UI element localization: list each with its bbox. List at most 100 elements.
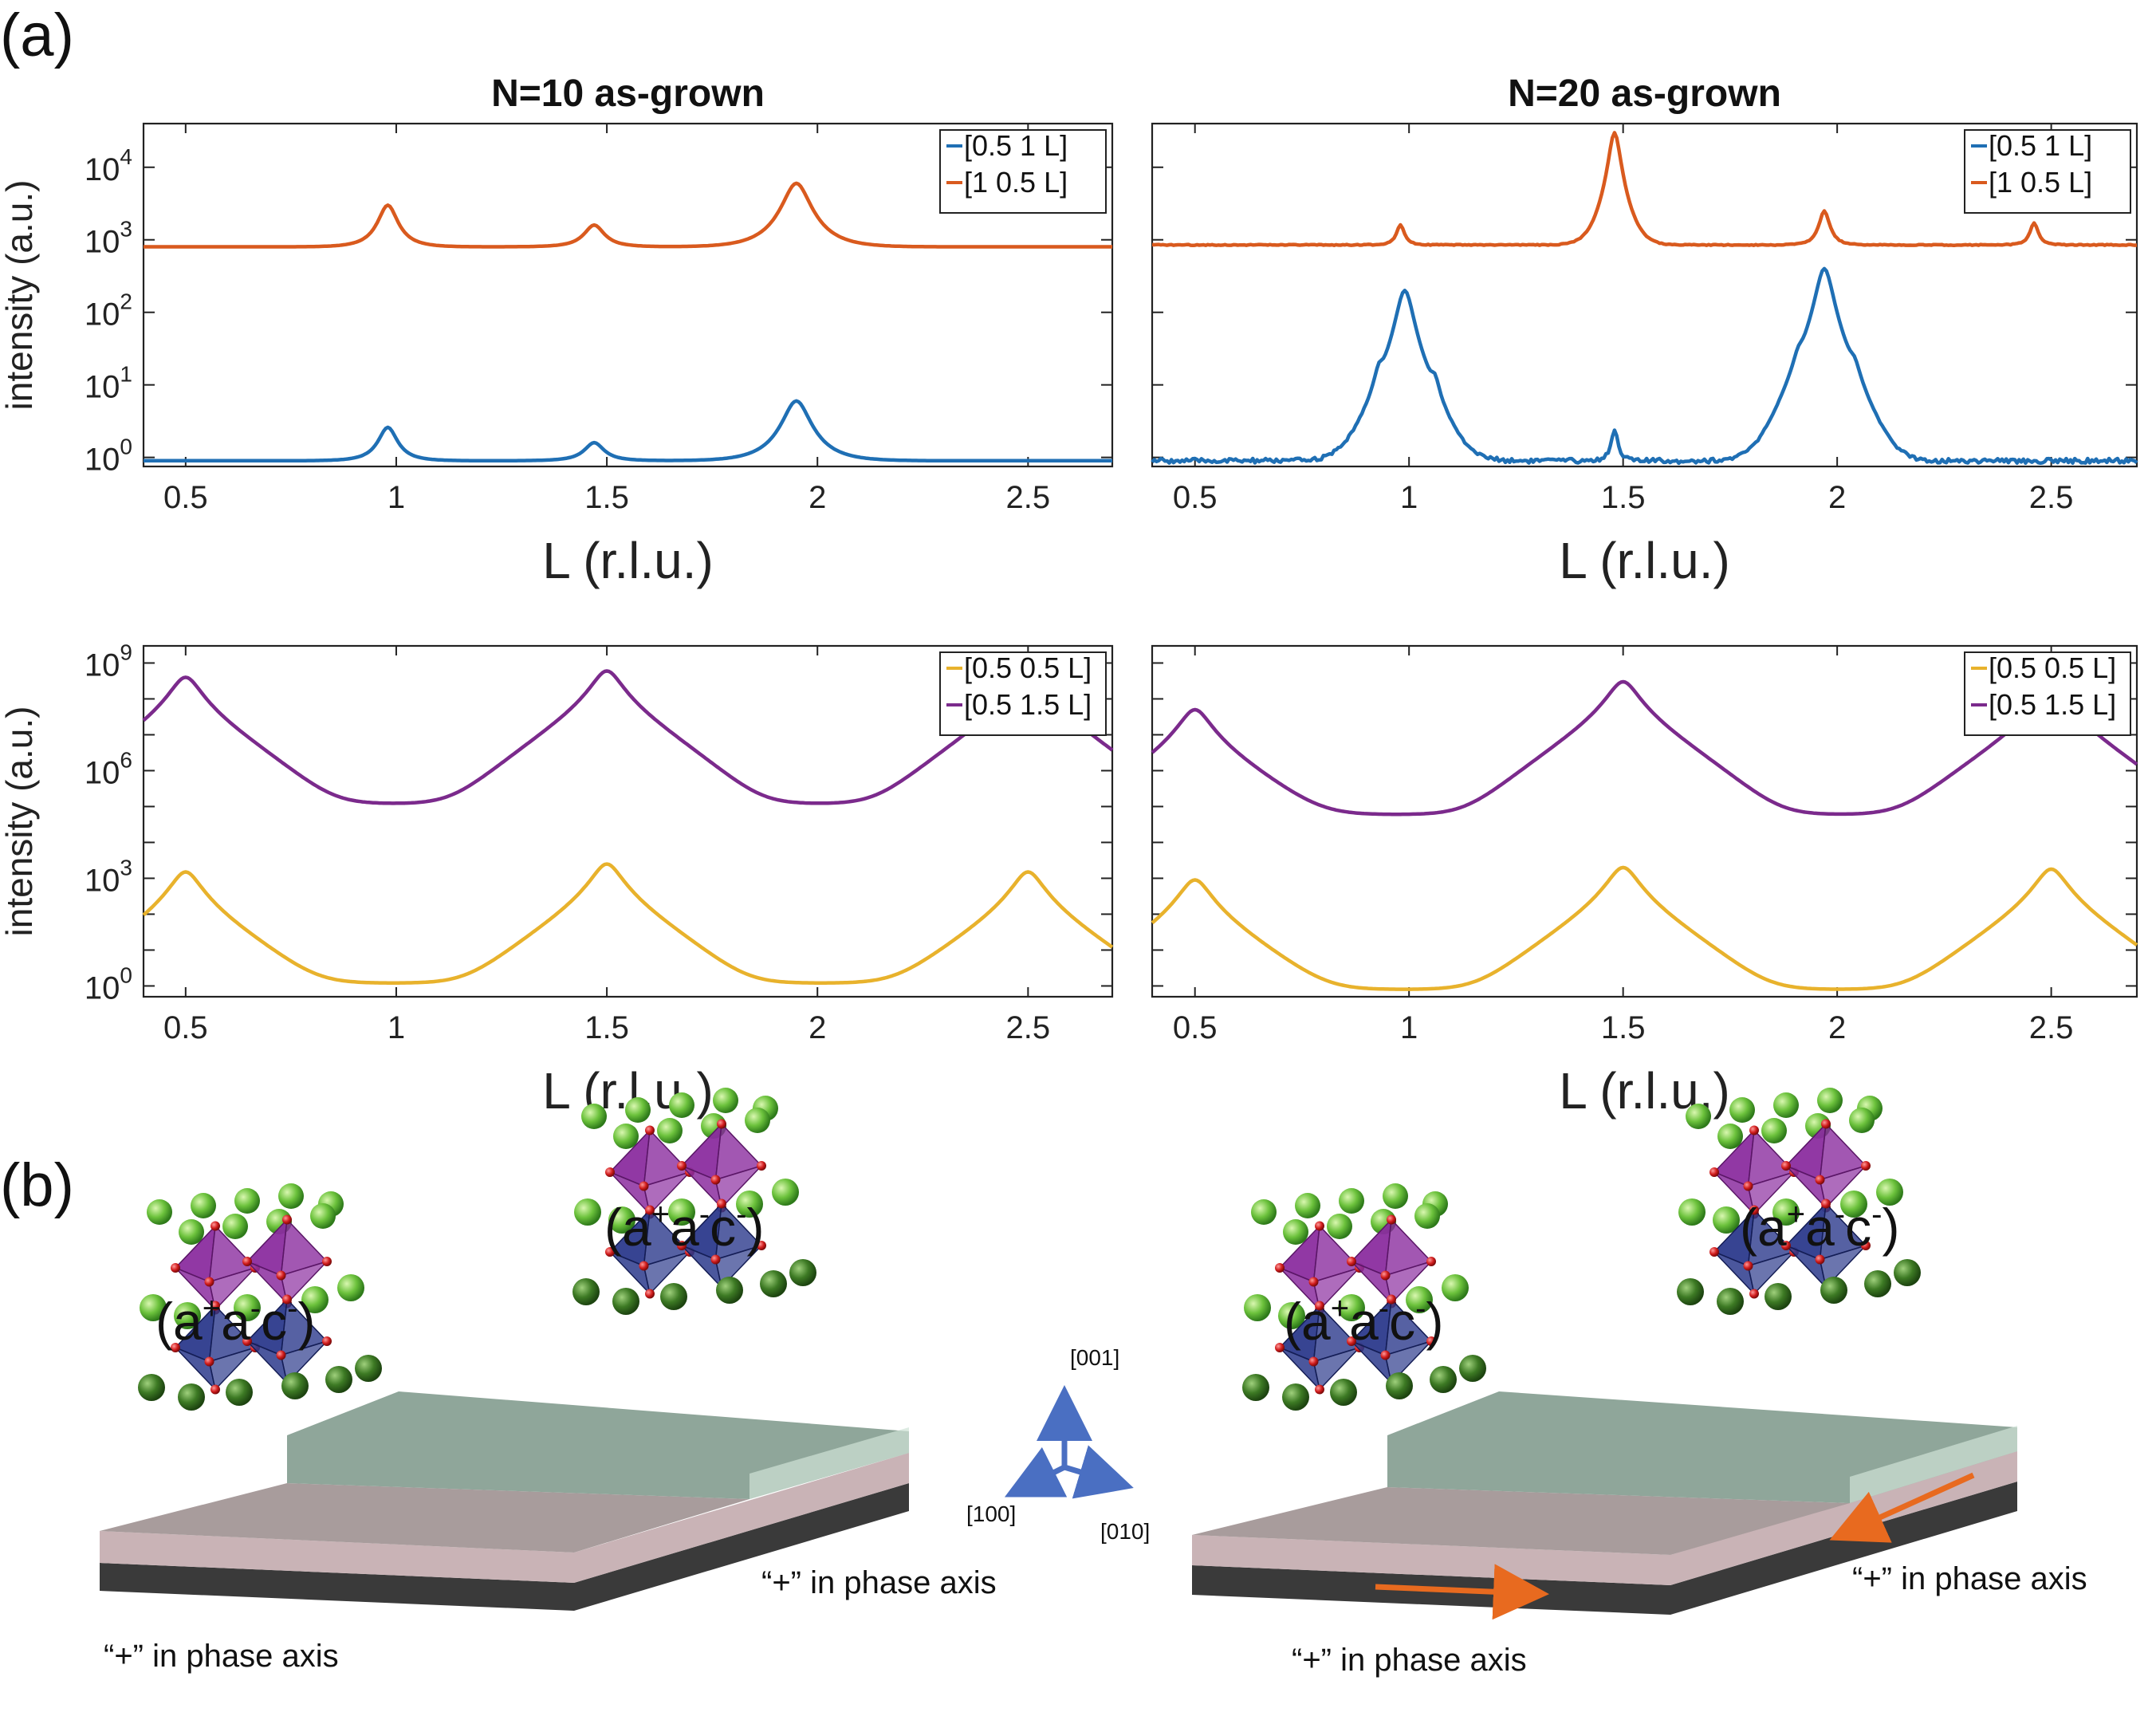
a-site-atom bbox=[772, 1179, 799, 1206]
x-tick-label: 1.5 bbox=[1601, 480, 1646, 515]
a-site-atom bbox=[1295, 1193, 1320, 1218]
octahedron-face bbox=[208, 1266, 258, 1312]
oxygen-atom bbox=[242, 1257, 252, 1266]
oxygen-atom bbox=[757, 1241, 766, 1250]
legend-label: [0.5 1 L] bbox=[1989, 129, 2092, 162]
a-site-atom bbox=[1338, 1294, 1365, 1321]
oxygen-atom bbox=[1347, 1336, 1356, 1346]
oxygen-atom bbox=[1380, 1270, 1391, 1281]
a-site-atom bbox=[660, 1283, 687, 1310]
legend-label: [1 0.5 L] bbox=[1989, 166, 2092, 199]
axis-010-label: [010] bbox=[1100, 1519, 1150, 1544]
a-site-atom bbox=[1327, 1214, 1352, 1239]
oxygen-atom bbox=[1743, 1181, 1753, 1191]
caption-right-front: “+” in phase axis bbox=[1292, 1643, 1527, 1678]
a-site-atom bbox=[1283, 1219, 1308, 1245]
legend-label: [0.5 0.5 L] bbox=[964, 651, 1092, 684]
oxygen-atom bbox=[1743, 1261, 1753, 1271]
oxygen-atom bbox=[204, 1356, 214, 1367]
x-tick-label: 2 bbox=[1828, 480, 1846, 515]
oxygen-atom bbox=[710, 1254, 721, 1265]
series-line bbox=[142, 669, 1114, 805]
oxygen-atom bbox=[1275, 1343, 1285, 1352]
octahedron-face bbox=[1312, 1346, 1362, 1391]
glazer-notation: (a+a-c-) bbox=[1284, 1291, 1443, 1351]
perovskite-cluster-right-front bbox=[1242, 1183, 1486, 1411]
slab-left-pink-domain bbox=[100, 1483, 749, 1553]
x-tick-label: 1.5 bbox=[584, 480, 629, 515]
a-site-atom bbox=[625, 1097, 651, 1123]
oxygen-atom bbox=[1380, 1350, 1391, 1360]
oxygen-atom bbox=[757, 1161, 766, 1171]
a-site-atom bbox=[1894, 1259, 1921, 1286]
a-site-atom bbox=[574, 1198, 601, 1226]
a-site-atom bbox=[789, 1259, 816, 1286]
y-tick-label: 103 bbox=[85, 217, 132, 260]
oxygen-atom bbox=[717, 1198, 726, 1209]
caption-right-back: “+” in phase axis bbox=[1852, 1561, 2087, 1596]
crystal-axes: [001] [100] [010] bbox=[966, 1345, 1150, 1544]
a-site-atom bbox=[337, 1274, 364, 1301]
plot-frame bbox=[1151, 644, 2138, 998]
oxygen-atom bbox=[322, 1336, 332, 1346]
glazer-notation: (a+a-c-) bbox=[604, 1197, 764, 1257]
a-site-atom bbox=[1761, 1118, 1787, 1143]
oxygen-atom bbox=[282, 1294, 292, 1305]
x-tick-label: 2.5 bbox=[1006, 1010, 1051, 1045]
a-site-atom bbox=[1330, 1379, 1357, 1406]
a-site-atom bbox=[1459, 1355, 1486, 1382]
x-tick-label: 2.5 bbox=[2029, 1010, 2074, 1045]
slab-left bbox=[100, 1391, 909, 1611]
oxygen-atom bbox=[605, 1247, 615, 1257]
oxygen-atom bbox=[1815, 1175, 1825, 1185]
oxygen-atom bbox=[645, 1125, 655, 1135]
oxygen-atom bbox=[1308, 1277, 1319, 1287]
glazer-notation: (a+a-c-) bbox=[155, 1291, 315, 1351]
a-site-atom bbox=[1278, 1302, 1305, 1329]
a-site-atom bbox=[669, 1092, 694, 1118]
a-site-atom bbox=[1717, 1288, 1744, 1315]
oxygen-atom bbox=[1709, 1247, 1719, 1257]
a-site-atom bbox=[1442, 1274, 1469, 1301]
in-phase-arrow-front bbox=[1375, 1564, 1549, 1620]
x-tick-label: 0.5 bbox=[1173, 1010, 1218, 1045]
oxygen-atom bbox=[639, 1181, 649, 1191]
glazer-notation: (a+a-c-) bbox=[1740, 1197, 1899, 1257]
a-site-atom bbox=[226, 1379, 253, 1406]
x-tick-label: 1.5 bbox=[1601, 1010, 1646, 1045]
x-tick-label: 2.5 bbox=[2029, 480, 2074, 515]
a-site-atom bbox=[1383, 1183, 1408, 1209]
perovskite-cluster-left-front bbox=[138, 1183, 382, 1411]
a-site-atom bbox=[1242, 1374, 1269, 1401]
a-site-atom bbox=[1282, 1383, 1309, 1411]
series-line bbox=[142, 862, 1114, 985]
panel-label-b: (b) bbox=[0, 1151, 74, 1219]
a-site-atom bbox=[716, 1277, 743, 1304]
series-line bbox=[1151, 266, 2138, 466]
a-site-atom bbox=[1713, 1206, 1740, 1234]
oxygen-atom bbox=[1781, 1161, 1791, 1171]
y-tick-label: 103 bbox=[85, 855, 132, 898]
a-site-atom bbox=[1678, 1198, 1706, 1226]
a-site-atom bbox=[301, 1286, 329, 1313]
oxygen-atom bbox=[605, 1167, 615, 1177]
oxygen-atom bbox=[1749, 1205, 1759, 1215]
a-site-atom bbox=[140, 1294, 167, 1321]
glazer-notation-labels: (a+a-c-) (a+a-c-) (a+a-c-) (a+a-c-) bbox=[155, 1197, 1899, 1351]
octahedron-face bbox=[643, 1171, 692, 1216]
oxygen-atom bbox=[322, 1257, 332, 1266]
a-site-atom bbox=[1414, 1203, 1440, 1229]
slab-left-green-domain bbox=[287, 1391, 909, 1499]
x-tick-label: 2 bbox=[808, 1010, 826, 1045]
a-site-atom bbox=[222, 1214, 248, 1239]
oxygen-atom bbox=[1426, 1336, 1436, 1346]
a-site-atom bbox=[1765, 1283, 1792, 1310]
slab-left-substrate-side bbox=[100, 1483, 909, 1611]
a-site-atom bbox=[1849, 1108, 1875, 1133]
oxygen-atom bbox=[1426, 1257, 1436, 1266]
a-site-atom bbox=[1386, 1372, 1413, 1399]
x-axis-label: L (r.l.u.) bbox=[1559, 532, 1730, 589]
slab-right-substrate-side bbox=[1192, 1482, 2017, 1615]
y-tick-label: 100 bbox=[85, 962, 132, 1006]
